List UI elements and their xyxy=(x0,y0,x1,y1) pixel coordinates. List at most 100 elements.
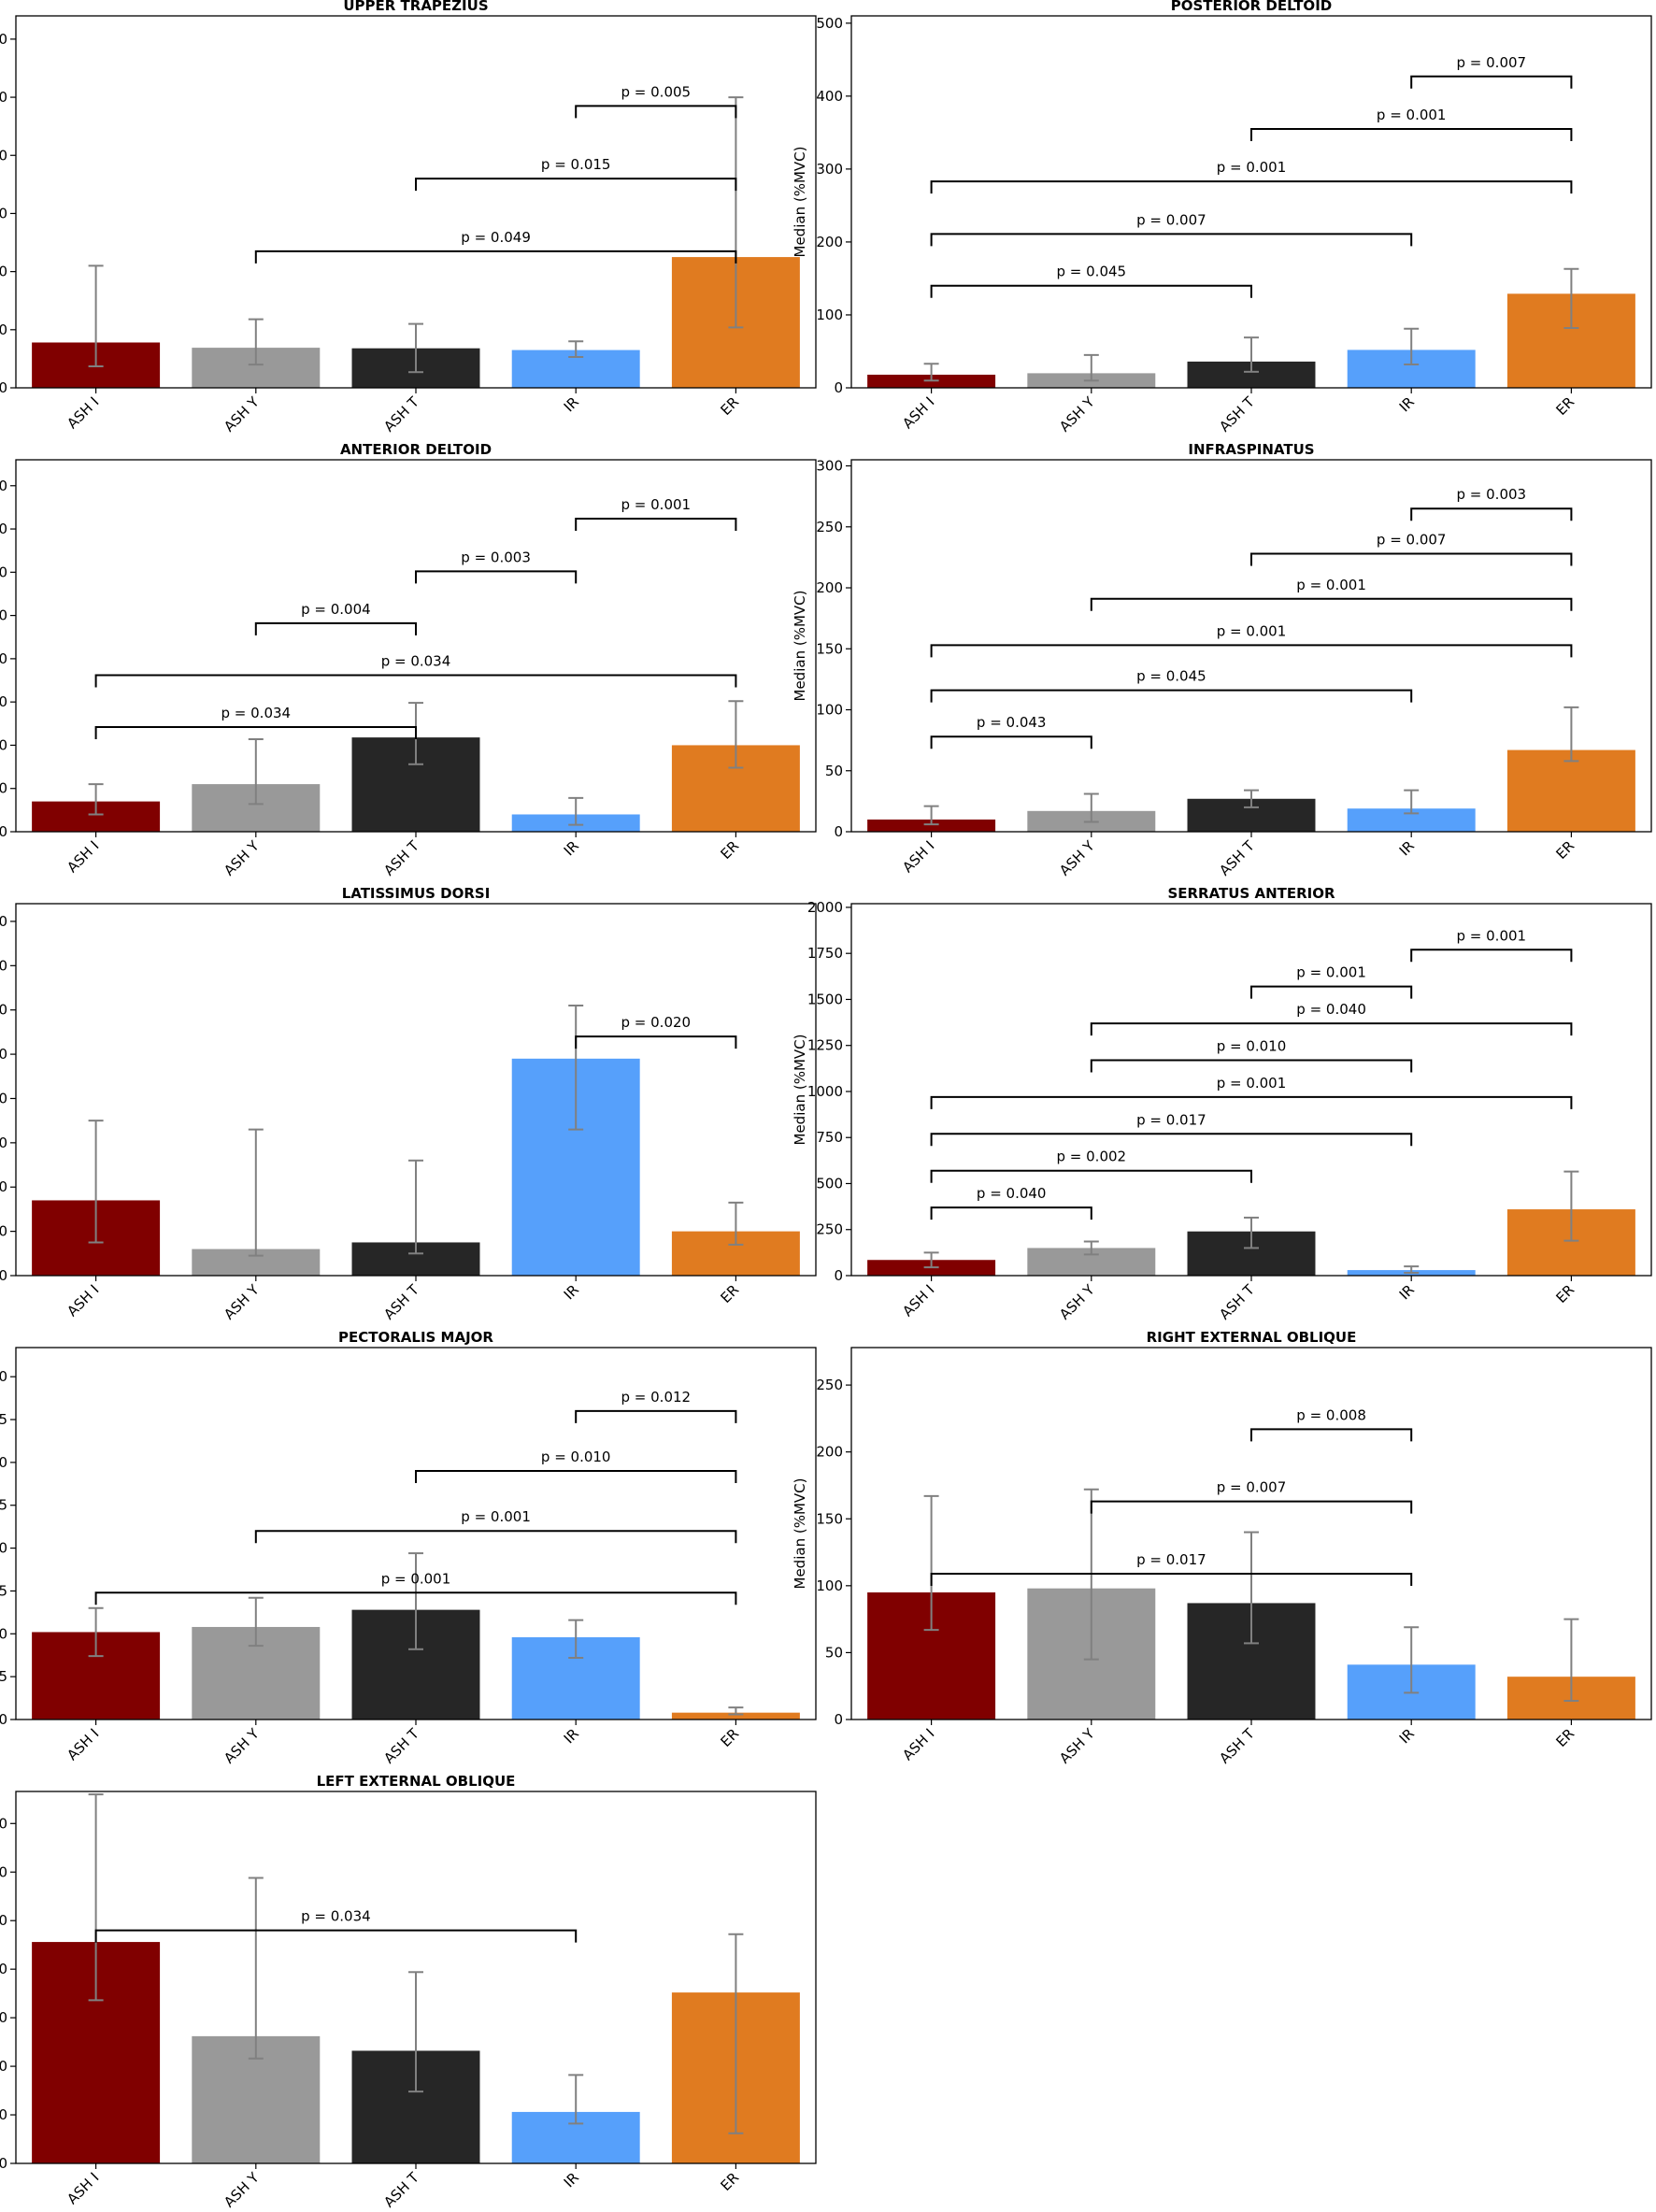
y-tick-label: 20 xyxy=(0,1223,7,1240)
chart-title: RIGHT EXTERNAL OBLIQUE xyxy=(1147,1329,1357,1346)
x-tick-label: ASH I xyxy=(899,1725,937,1763)
p-value-label: p = 0.010 xyxy=(1217,1037,1287,1054)
chart-title: ANTERIOR DELTOID xyxy=(340,441,492,458)
x-tick-label: ER xyxy=(1552,1725,1577,1750)
y-tick-label: 100 xyxy=(816,307,843,323)
p-value-label: p = 0.001 xyxy=(381,1570,451,1587)
y-tick-label: 150 xyxy=(0,2009,7,2026)
significance-bracket: p = 0.001 xyxy=(1090,577,1573,611)
x-tick-label: ER xyxy=(717,1281,742,1306)
error-bar-ir xyxy=(568,796,584,826)
y-tick-label: 150 xyxy=(816,1510,843,1527)
significance-bracket: p = 0.001 xyxy=(254,1508,737,1544)
significance-bracket: p = 0.034 xyxy=(94,705,417,740)
y-tick-label: 50 xyxy=(0,780,7,797)
y-tick-label: 500 xyxy=(0,89,7,106)
x-tick-label: ASH I xyxy=(899,1281,937,1320)
significance-bracket: p = 0.034 xyxy=(94,1908,578,1943)
y-tick-label: 100 xyxy=(0,1540,7,1557)
y-tick-label: 80 xyxy=(0,1090,7,1106)
y-tick-label: 400 xyxy=(0,478,7,494)
p-value-label: p = 0.001 xyxy=(1457,927,1527,944)
error-bar-ash-t xyxy=(1244,336,1259,373)
chart-panel-infraspinatus: INFRASPINATUS Median (%MVC) 0 50 100 150 200 25… xyxy=(792,441,1652,879)
y-tick-label: 400 xyxy=(816,88,843,105)
x-tick-label: IR xyxy=(561,837,582,859)
y-tick-label: 250 xyxy=(816,519,843,535)
significance-bracket: p = 0.017 xyxy=(930,1111,1413,1147)
bar-ash-i xyxy=(867,819,996,832)
y-tick-label: 25 xyxy=(0,1668,7,1685)
significance-bracket: p = 0.007 xyxy=(1250,531,1573,566)
significance-bracket: p = 0.003 xyxy=(415,549,578,584)
x-tick-label: ASH Y xyxy=(221,837,263,879)
error-bar-ir xyxy=(568,1004,584,1131)
significance-bracket: p = 0.034 xyxy=(94,652,737,688)
error-bar-ash-i xyxy=(88,783,104,816)
error-bar-ir xyxy=(1404,1265,1420,1275)
y-tick-label: 0 xyxy=(0,379,7,396)
x-tick-label: IR xyxy=(1396,393,1418,415)
y-tick-label: 100 xyxy=(816,1577,843,1594)
significance-bracket: p = 0.040 xyxy=(930,1185,1092,1220)
p-value-label: p = 0.043 xyxy=(977,714,1047,731)
error-bar-er xyxy=(1563,267,1579,330)
y-tick-label: 0 xyxy=(834,1267,843,1284)
p-value-label: p = 0.002 xyxy=(1057,1149,1127,1165)
significance-bracket: p = 0.005 xyxy=(575,83,737,119)
p-value-label: p = 0.020 xyxy=(621,1014,692,1031)
significance-bracket: p = 0.001 xyxy=(930,1075,1573,1109)
y-tick-label: 400 xyxy=(0,147,7,164)
significance-bracket: p = 0.007 xyxy=(1090,1479,1413,1514)
p-value-label: p = 0.001 xyxy=(1217,159,1287,176)
p-value-label: p = 0.045 xyxy=(1136,668,1206,685)
chart-panel-right-external-oblique: RIGHT EXTERNAL OBLIQUE Median (%MVC) 0 50 10… xyxy=(792,1329,1652,1767)
y-tick-label: 100 xyxy=(0,321,7,338)
x-tick-label: ER xyxy=(717,393,742,419)
error-bar-er xyxy=(728,96,744,329)
y-tick-label: 250 xyxy=(0,1912,7,1929)
p-value-label: p = 0.003 xyxy=(461,549,531,565)
y-tick-label: 200 xyxy=(816,1444,843,1461)
error-bar-ash-i xyxy=(88,264,104,367)
x-tick-label: ASH Y xyxy=(1056,837,1098,879)
y-tick-label: 200 xyxy=(816,234,843,250)
p-value-label: p = 0.049 xyxy=(461,229,531,246)
x-tick-label: ASH I xyxy=(64,2169,102,2207)
x-tick-label: ASH Y xyxy=(1056,1281,1098,1323)
bar-er xyxy=(1506,749,1635,832)
p-value-label: p = 0.007 xyxy=(1457,54,1527,71)
y-tick-label: 50 xyxy=(0,2106,7,2123)
p-value-label: p = 0.017 xyxy=(1136,1551,1206,1568)
y-tick-label: 200 xyxy=(0,264,7,280)
x-tick-label: ASH T xyxy=(1216,393,1258,435)
y-tick-label: 140 xyxy=(0,957,7,974)
p-value-label: p = 0.001 xyxy=(621,496,692,513)
error-bar-ir xyxy=(568,2074,584,2125)
significance-bracket: p = 0.045 xyxy=(930,668,1413,703)
y-tick-label: 0 xyxy=(834,1711,843,1728)
significance-bracket: p = 0.017 xyxy=(930,1551,1413,1586)
chart-title: SERRATUS ANTERIOR xyxy=(1167,885,1335,902)
x-tick-label: ASH Y xyxy=(221,1725,263,1767)
x-tick-label: ER xyxy=(717,2169,742,2194)
significance-bracket: p = 0.004 xyxy=(254,601,417,635)
p-value-label: p = 0.001 xyxy=(1296,964,1366,981)
p-value-label: p = 0.005 xyxy=(621,83,692,100)
y-tick-label: 300 xyxy=(816,458,843,475)
p-value-label: p = 0.003 xyxy=(1457,486,1527,503)
y-axis-label: Median (%MVC) xyxy=(792,591,808,702)
y-tick-label: 200 xyxy=(816,579,843,596)
error-bar-ash-i xyxy=(923,805,939,826)
significance-bracket: p = 0.007 xyxy=(1410,54,1573,89)
p-value-label: p = 0.040 xyxy=(1296,1001,1366,1018)
x-tick-label: ASH Y xyxy=(1056,1725,1098,1767)
p-value-label: p = 0.004 xyxy=(301,601,371,618)
chart-panel-posterior-deltoid: POSTERIOR DELTOID Median (%MVC) 0 100 200 300… xyxy=(792,0,1652,435)
x-tick-label: ASH I xyxy=(64,837,102,876)
error-bar-ash-y xyxy=(248,318,264,366)
y-tick-label: 0 xyxy=(0,1711,7,1728)
error-bar-ash-t xyxy=(1244,789,1259,808)
